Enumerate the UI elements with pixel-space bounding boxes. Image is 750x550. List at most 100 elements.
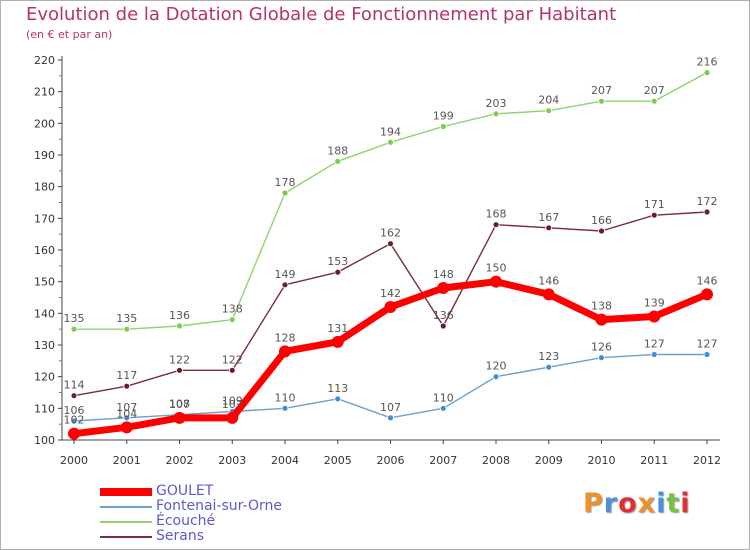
- legend-label: GOULET: [156, 483, 214, 499]
- logo-letter: x: [637, 488, 657, 519]
- legend-swatch: [100, 535, 152, 538]
- data-label-fontenai-sur-orne: 127: [697, 338, 718, 351]
- data-label-serans: 168: [486, 208, 507, 221]
- data-label-fontenai-sur-orne: 127: [644, 338, 665, 351]
- data-label--couch-: 135: [64, 312, 85, 325]
- data-label-goulet: 102: [64, 414, 85, 427]
- proxiti-logo: Proxiti: [583, 488, 691, 519]
- y-tick-label: 110: [34, 402, 55, 415]
- x-tick-label: 2012: [693, 454, 721, 467]
- chart-subtitle: (en € et par an): [26, 28, 113, 41]
- data-label-fontenai-sur-orne: 110: [275, 391, 296, 404]
- data-label-serans: 167: [538, 211, 559, 224]
- legend-swatch: [100, 520, 152, 523]
- data-point-serans: [703, 208, 711, 216]
- data-label-goulet: 146: [697, 274, 718, 287]
- data-point--couch-: [70, 325, 78, 333]
- y-tick-label: 210: [34, 86, 55, 99]
- data-label-fontenai-sur-orne: 113: [327, 382, 348, 395]
- legend-label: Écouché: [156, 513, 216, 529]
- y-tick-label: 190: [34, 149, 55, 162]
- data-point-goulet: [542, 288, 555, 301]
- data-label--couch-: 199: [433, 110, 454, 123]
- data-point-goulet: [701, 288, 713, 301]
- data-point--couch-: [228, 316, 236, 324]
- data-label-serans: 172: [697, 195, 718, 208]
- data-point-serans: [70, 392, 78, 400]
- y-tick-label: 200: [34, 117, 55, 130]
- data-point-serans: [281, 281, 289, 289]
- data-label-goulet: 104: [116, 407, 137, 420]
- data-label-serans: 114: [64, 379, 85, 392]
- x-tick-label: 2011: [640, 454, 668, 467]
- y-tick-label: 180: [34, 181, 55, 194]
- data-label-serans: 149: [275, 268, 296, 281]
- logo-letter: i: [656, 488, 667, 519]
- data-label-serans: 153: [327, 255, 348, 268]
- data-point--couch-: [176, 322, 183, 330]
- data-point--couch-: [439, 123, 447, 130]
- data-label-fontenai-sur-orne: 110: [433, 391, 454, 404]
- y-tick-label: 160: [34, 244, 55, 257]
- data-point-fontenai-sur-orne: [598, 354, 605, 362]
- data-point-serans: [334, 268, 342, 276]
- data-point-serans: [492, 221, 500, 229]
- data-point--couch-: [123, 325, 131, 333]
- data-point-goulet: [173, 411, 186, 424]
- data-point-fontenai-sur-orne: [703, 351, 711, 358]
- data-point--couch-: [598, 97, 605, 105]
- data-label--couch-: 188: [327, 144, 348, 157]
- data-label-goulet: 128: [275, 331, 296, 344]
- y-tick-label: 170: [34, 212, 55, 225]
- data-point-fontenai-sur-orne: [439, 404, 447, 412]
- data-label-goulet: 150: [486, 262, 507, 275]
- data-point-goulet: [648, 310, 661, 323]
- data-label-fontenai-sur-orne: 120: [486, 360, 507, 373]
- data-label-serans: 122: [169, 353, 190, 366]
- data-label--couch-: 207: [591, 84, 612, 97]
- data-label-serans: 166: [591, 214, 612, 227]
- data-point--couch-: [650, 97, 658, 105]
- legend-item--couch-: Écouché: [100, 513, 360, 529]
- data-point-serans: [228, 366, 236, 374]
- data-point-serans: [545, 224, 553, 232]
- y-tick-label: 140: [34, 307, 55, 320]
- data-label-fontenai-sur-orne: 126: [591, 341, 612, 354]
- logo-letter: i: [680, 488, 691, 519]
- data-point-fontenai-sur-orne: [281, 404, 289, 412]
- y-tick-label: 130: [34, 339, 55, 352]
- x-tick-label: 2005: [324, 454, 352, 467]
- data-point-fontenai-sur-orne: [545, 363, 553, 371]
- data-label-fontenai-sur-orne: 107: [380, 401, 401, 414]
- data-label--couch-: 203: [486, 97, 507, 110]
- data-point--couch-: [492, 110, 500, 118]
- data-point-goulet: [437, 282, 450, 294]
- data-point-fontenai-sur-orne: [70, 417, 78, 425]
- legend-swatch: [100, 505, 152, 508]
- logo-letter: P: [583, 488, 604, 519]
- data-point-serans: [387, 240, 394, 248]
- data-label-fontenai-sur-orne: 109: [222, 395, 243, 408]
- data-label--couch-: 178: [275, 176, 296, 189]
- data-label-goulet: 107: [222, 398, 243, 411]
- data-label--couch-: 204: [538, 94, 559, 107]
- data-point--couch-: [281, 189, 289, 197]
- x-tick-label: 2006: [377, 454, 405, 467]
- data-label--couch-: 135: [116, 312, 137, 325]
- data-point-goulet: [595, 313, 608, 326]
- legend-item-fontenai-sur-orne: Fontenai-sur-Orne: [100, 498, 360, 514]
- data-point-fontenai-sur-orne: [492, 373, 500, 381]
- data-label--couch-: 136: [169, 309, 190, 322]
- data-point-goulet: [490, 275, 502, 288]
- x-tick-label: 2003: [218, 454, 246, 467]
- legend-item-goulet: GOULET: [100, 483, 360, 499]
- data-point-serans: [123, 382, 131, 390]
- data-label-goulet: 146: [538, 274, 559, 287]
- data-label-fontenai-sur-orne: 108: [169, 398, 190, 411]
- x-tick-label: 2002: [166, 454, 194, 467]
- data-point-goulet: [384, 301, 397, 313]
- data-label-serans: 162: [380, 227, 401, 240]
- legend-swatch: [100, 487, 152, 496]
